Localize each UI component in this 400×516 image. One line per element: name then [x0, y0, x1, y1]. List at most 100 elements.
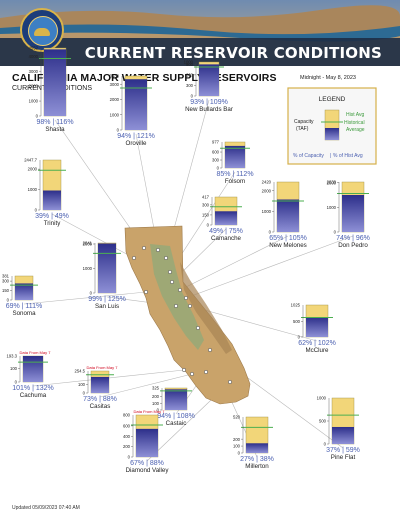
- pct-text: 98% | 116%: [36, 119, 73, 126]
- reservoir-name: San Luis: [95, 303, 119, 310]
- y-tick-label: 2000: [28, 167, 38, 172]
- legend-pct-hist: % of Hist Avg: [333, 153, 363, 159]
- y-tick-label: 150: [2, 288, 10, 293]
- y-tick-label: 0: [128, 455, 131, 460]
- state-seal: [20, 8, 64, 52]
- pct-text: 27% | 38%: [240, 456, 274, 463]
- pct-text: 99% | 125%: [88, 296, 126, 303]
- y-tick-label: 0: [269, 230, 272, 235]
- pct-text: 69% | 111%: [6, 303, 43, 310]
- y-tick-label: 0: [298, 335, 301, 340]
- capacity-tick-label: 3538: [110, 74, 120, 79]
- leader-don-pedro: [185, 235, 354, 299]
- location-new-melones: [178, 288, 182, 292]
- storage-bar: [91, 376, 109, 393]
- storage-bar: [136, 428, 158, 457]
- y-tick-label: 0: [7, 298, 10, 303]
- y-tick-label: 300: [202, 202, 210, 207]
- y-tick-label: 0: [117, 128, 120, 133]
- capacity-tick-label: 2420: [262, 180, 272, 185]
- reservoir-name: Trinity: [44, 220, 62, 227]
- y-tick-label: 0: [35, 208, 38, 213]
- legend-capacity-unit: (TAF): [296, 126, 309, 132]
- pct-text: 73% | 88%: [83, 396, 117, 403]
- reservoir-new-melones: 0 1000 2000 2420 65% | 105%New Melones: [262, 180, 307, 249]
- pct-text: 62% | 102%: [298, 340, 336, 347]
- pct-text: 94% | 108%: [157, 413, 195, 420]
- pct-text: 67% | 88%: [130, 460, 164, 467]
- y-tick-label: 300: [212, 158, 220, 163]
- storage-bar: [199, 64, 219, 96]
- capacity-tick-label: 520: [233, 415, 241, 420]
- leader-shasta: [54, 119, 145, 249]
- location-millerton: [196, 326, 200, 330]
- capacity-tick-label: 381: [2, 274, 10, 279]
- y-tick-label: 0: [207, 223, 210, 228]
- y-tick-label: 100: [10, 366, 18, 371]
- y-tick-label: 0: [191, 94, 194, 99]
- reservoir-folsom: 0 300 600 977 85% | 112%Folsom: [212, 140, 254, 185]
- y-tick-label: 100: [233, 444, 241, 449]
- location-casitas: [190, 372, 194, 376]
- storage-bar: [98, 243, 116, 293]
- pct-text: 65% | 105%: [269, 235, 307, 242]
- y-tick-label: 0: [36, 114, 39, 119]
- reservoir-name: Casitas: [90, 403, 111, 410]
- legend-separator: |: [330, 153, 331, 159]
- capacity-tick-label: 1000: [184, 60, 194, 65]
- y-tick-label: 300: [186, 83, 194, 88]
- location-cachuma: [182, 368, 186, 372]
- reservoir-millerton: 0 100 200 520 27% | 38%Millerton: [233, 415, 274, 470]
- location-shasta: [142, 246, 146, 250]
- capacity-tick-label: 2041: [83, 241, 93, 246]
- reservoir-name: Sonoma: [12, 310, 36, 317]
- location-camanche: [170, 280, 174, 284]
- leader-trinity: [51, 213, 135, 259]
- capacity-tick-label: 254.5: [75, 369, 86, 374]
- y-tick-label: 500: [293, 319, 301, 324]
- y-tick-label: 300: [2, 279, 10, 284]
- y-tick-label: 200: [123, 444, 131, 449]
- reservoir-oroville: 0 1000 2000 3000 3538 94% | 121%Oroville: [110, 74, 155, 147]
- storage-bar: [225, 145, 245, 168]
- storage-bar: [342, 195, 364, 232]
- storage-bar: [332, 426, 354, 444]
- y-tick-label: 600: [186, 72, 194, 77]
- sierra-range: [180, 262, 232, 354]
- reservoir-name: Camanche: [211, 235, 241, 242]
- updated-text: Updated 05/09/2023 07:40 AM: [12, 505, 80, 511]
- y-tick-label: 100: [152, 401, 160, 406]
- pct-text: 49% | 75%: [209, 228, 243, 235]
- location-castaic: [204, 370, 208, 374]
- pct-text: 101% | 132%: [12, 385, 54, 392]
- y-tick-label: 1000: [28, 187, 38, 192]
- reservoir-name: New Bullards Bar: [185, 106, 233, 113]
- location-oroville: [156, 248, 160, 252]
- leader-new-melones: [179, 235, 289, 291]
- y-tick-label: 900: [186, 62, 194, 67]
- y-tick-label: 0: [334, 230, 337, 235]
- storage-bar: [215, 211, 237, 225]
- pct-text: 85% | 112%: [216, 171, 253, 178]
- y-tick-label: 2000: [327, 180, 337, 185]
- banner-title: CURRENT RESERVOIR CONDITIONS: [84, 44, 382, 62]
- y-tick-label: 100: [78, 382, 86, 387]
- capacity-tick-label: 193.3: [7, 354, 18, 359]
- y-tick-label: 600: [212, 150, 220, 155]
- y-tick-label: 3000: [110, 82, 120, 87]
- y-tick-label: 1000: [327, 205, 337, 210]
- data-note: Data From May 7: [134, 409, 166, 414]
- location-folsom: [168, 270, 172, 274]
- y-tick-label: 1000: [110, 112, 120, 117]
- reservoir-shasta: 0 1000 2000 3000 4000 4552 98% | 116%Shasta: [29, 46, 74, 133]
- y-tick-label: 0: [15, 380, 18, 385]
- storage-bar: [306, 317, 328, 337]
- capacity-tick-label: 800: [123, 413, 131, 418]
- california-map: [124, 225, 251, 405]
- legend: LEGEND Capacity(TAF) Hist Avg HistoricalAve…: [287, 87, 377, 165]
- legend-storage-bar: [325, 128, 339, 140]
